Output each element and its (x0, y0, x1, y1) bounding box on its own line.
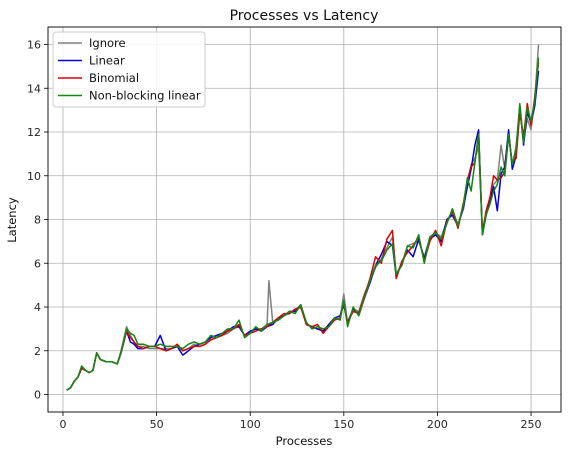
x-tick-label: 200 (427, 418, 448, 431)
x-tick-label: 0 (59, 418, 66, 431)
y-tick-label: 14 (27, 82, 41, 95)
axis-ticks: 0 50 100 150 200 250 0 2 4 6 8 10 12 14 16 (27, 39, 542, 432)
legend-box (52, 31, 206, 108)
y-tick-label: 12 (27, 126, 41, 139)
x-tick-label: 100 (240, 418, 261, 431)
y-tick-label: 4 (34, 301, 41, 314)
y-axis-title: Latency (5, 197, 19, 243)
grid (48, 27, 561, 412)
legend-label-non-blocking-linear: Non-blocking linear (89, 89, 201, 103)
x-tick-label: 250 (521, 418, 542, 431)
legend-label-linear: Linear (89, 54, 125, 68)
x-tick-label: 50 (150, 418, 164, 431)
y-tick-label: 2 (34, 345, 41, 358)
y-tick-label: 16 (27, 39, 41, 52)
y-tick-label: 6 (34, 257, 41, 270)
x-tick-label: 150 (333, 418, 354, 431)
x-axis-title: Processes (276, 434, 333, 448)
y-tick-label: 0 (34, 389, 41, 402)
series-line-non-blocking-linear (66, 57, 540, 391)
legend-label-binomial: Binomial (89, 71, 139, 85)
y-tick-label: 8 (34, 214, 41, 227)
legend: Ignore Linear Binomial Non-blocking linear (52, 31, 206, 108)
legend-label-ignore: Ignore (89, 36, 126, 50)
chart-title: Processes vs Latency (230, 8, 379, 24)
series-lines (66, 44, 540, 391)
y-tick-label: 10 (27, 170, 41, 183)
